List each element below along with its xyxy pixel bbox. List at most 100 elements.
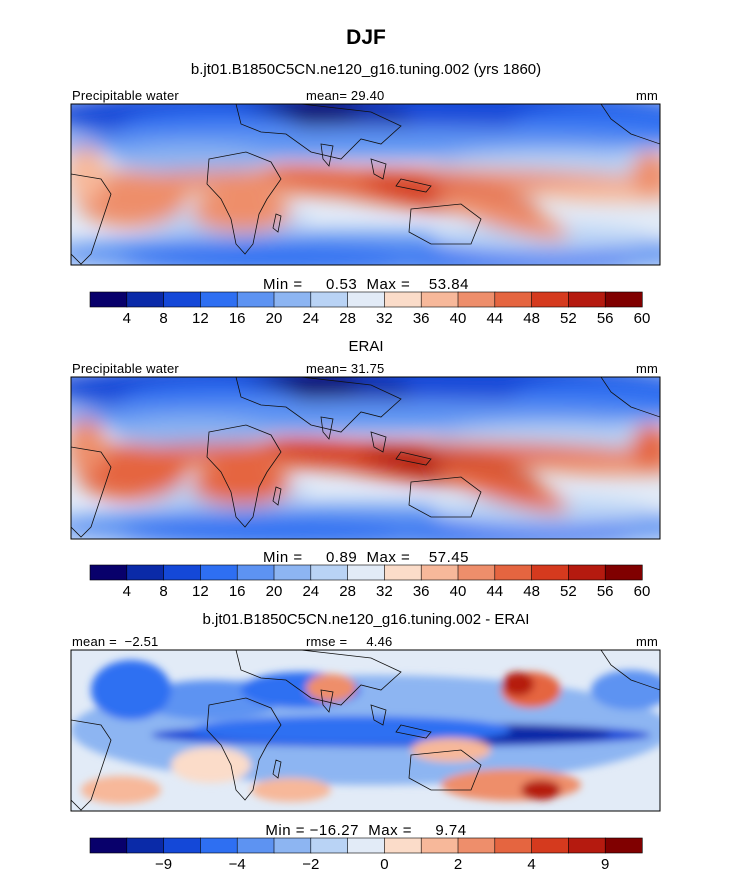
field-region [191,192,291,232]
colorbar-tick-label: −2 [302,856,319,873]
field-region [502,672,534,696]
colorbar-tick-label: 60 [634,310,651,327]
colorbar-swatch [200,564,238,581]
coastline-model [71,104,660,265]
field-region [434,188,568,240]
colorbar-tick-label: 36 [413,310,430,327]
mean-label-model: mean= 29.40 [306,88,384,103]
field-region [111,418,271,446]
colorbar-swatch [568,564,606,581]
field-region [536,182,660,202]
map-field-model [71,104,660,265]
coastline-path [320,416,334,440]
field-region [191,465,291,505]
field-region [434,461,568,513]
units-label-diff: mm [636,634,658,649]
field-region [121,518,421,539]
panel-obs: Precipitable water mean= 31.75 mm Min = … [70,361,661,600]
coastline-path [320,143,334,167]
field-region [306,674,356,702]
colorbar-tick-label: 2 [454,856,462,873]
colorbar-tick-label: 52 [560,583,577,600]
colorbar-swatch [457,837,496,854]
coastline-path [408,749,482,791]
colorbar-tick-label: 36 [413,583,430,600]
colorbar-obs: 4 8 12 16 20 24 28 32 36 40 44 48 52 56 60 [89,564,651,600]
colorbar-tick-label: 48 [523,583,540,600]
colorbar-swatch [273,291,312,308]
coastline-path [395,724,432,739]
coastline-path [272,213,282,233]
units-label-obs: mm [636,361,658,376]
colorbar-tick-label: 16 [229,583,246,600]
panel-model: Precipitable water mean= 29.40 mm Min = … [70,88,661,327]
colorbar-swatch [457,291,496,308]
colorbar-tick-label: −4 [229,856,246,873]
map-frame-model [70,103,661,266]
colorbar-swatch [273,837,312,854]
colorbar-tick-label: 56 [597,310,614,327]
colorbar-tick-label: 32 [376,583,393,600]
colorbar-swatch [236,291,275,308]
field-region [431,225,651,253]
colorbar-tick-label: 60 [634,583,651,600]
units-label-model: mm [636,88,658,103]
colorbar-swatch [531,564,569,581]
field-region [111,145,271,173]
colorbar-swatch [494,837,533,854]
map-frame-obs [70,376,661,540]
colorbar-swatch [604,564,643,581]
panel-diff: mean = −2.51 rmse = 4.46 mm Min = −16.27… [70,634,661,873]
colorbar-tick-label: 4 [123,583,131,600]
colorbar-swatch [420,837,459,854]
coastline-path [206,697,282,801]
coastline-path [206,151,282,255]
coastline-path [71,173,112,265]
coastline-path [600,650,660,691]
mean-label-obs: mean= 31.75 [306,361,384,376]
colorbar-swatch [347,291,386,308]
coastline-path [370,431,387,453]
colorbar-swatch [200,837,238,854]
colorbar-swatch [347,564,386,581]
colorbar-swatch [89,291,128,308]
field-region [591,670,660,710]
coastline-path [600,104,660,145]
colorbar-swatch [163,291,202,308]
rmse-label-diff: rmse = 4.46 [306,634,392,649]
colorbar-swatch [310,837,349,854]
colorbar-tick-label: −9 [155,856,172,873]
field-region [251,778,331,802]
field-region [71,146,106,202]
field-region [191,716,511,744]
page-title: DJF [346,26,386,49]
colorbar-tick-label: 24 [302,310,319,327]
field-region [631,152,660,196]
colorbar-swatch [604,837,643,854]
field-region [121,245,421,265]
coastline-path [395,178,432,193]
field-region [431,498,651,526]
field-region [536,455,660,475]
coastline-path [235,650,402,706]
coastline-path [600,377,660,418]
colorbar-swatch [163,837,202,854]
colorbar-tick-label: 32 [376,310,393,327]
colorbar-swatch [384,837,422,854]
colorbar-tick-label: 40 [450,310,467,327]
colorbar-swatch [604,291,643,308]
colorbar-tick-label: 4 [123,310,131,327]
subtitle-obs: ERAI [348,338,383,355]
colorbar-swatch [457,564,496,581]
colorbar-swatch [384,564,422,581]
coastline-path [408,476,482,518]
coastline-diff [71,650,660,811]
field-region [521,780,561,800]
colorbar-tick-label: 20 [266,583,283,600]
field-region [171,747,251,783]
colorbar-tick-label: 9 [601,856,609,873]
colorbar-swatch [531,837,569,854]
coastline-path [395,451,432,466]
colorbar-tick-label: 0 [380,856,388,873]
colorbar-diff: −9 −4 −2 0 2 4 9 [89,837,643,873]
